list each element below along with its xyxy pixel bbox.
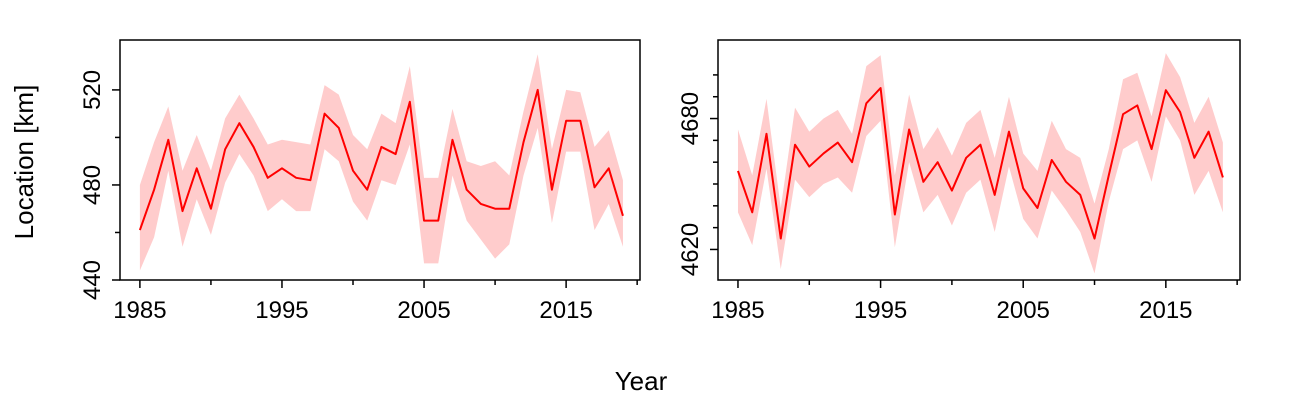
data-point [1136, 104, 1138, 106]
data-point [808, 166, 810, 168]
data-point [565, 120, 567, 122]
data-point [537, 89, 539, 91]
data-point [894, 214, 896, 216]
data-point [437, 220, 439, 222]
data-point [1208, 131, 1210, 133]
data-point [880, 87, 882, 89]
data-point [865, 102, 867, 104]
data-point [295, 177, 297, 179]
data-point [851, 161, 853, 163]
data-point [338, 127, 340, 129]
confidence-band [737, 53, 1223, 274]
data-point [737, 170, 739, 172]
plot-frame [119, 39, 641, 281]
data-point [908, 128, 910, 130]
left-panel: 1985 1995 2005 2015 440 480 520 Location [km] [9, 39, 641, 324]
data-point [480, 203, 482, 205]
data-point [324, 113, 326, 115]
data-point [937, 161, 939, 163]
data-point [551, 189, 553, 191]
data-point [451, 139, 453, 141]
data-point [1094, 238, 1096, 240]
y-tick-label: 440 [79, 260, 106, 300]
data-point [965, 157, 967, 159]
data-point [1151, 148, 1153, 150]
data-point [1122, 113, 1124, 115]
y-tick-label: 4680 [677, 92, 704, 145]
data-point [608, 167, 610, 169]
y-tick-label: 520 [79, 70, 106, 110]
data-point [1036, 207, 1038, 209]
x-tick-label: 1995 [854, 297, 907, 324]
data-point [1022, 187, 1024, 189]
data-point [267, 177, 269, 179]
data-point [1222, 176, 1224, 178]
data-point [780, 238, 782, 240]
x-tick-label: 1985 [113, 297, 166, 324]
data-point [579, 120, 581, 122]
data-point [196, 167, 198, 169]
right-panel: 1985 1995 2005 2015 4620 4680 [677, 39, 1241, 324]
data-point [409, 101, 411, 103]
data-point [466, 189, 468, 191]
confidence-band [139, 54, 623, 271]
data-point [238, 122, 240, 124]
data-point [1079, 194, 1081, 196]
data-point [167, 139, 169, 141]
plot-frame [717, 39, 1241, 281]
y-axis-title: Location [km] [9, 85, 39, 240]
x-tick-label: 2015 [1139, 297, 1192, 324]
data-point [224, 148, 226, 150]
data-point [395, 153, 397, 155]
shared-x-axis-title: Year [615, 366, 668, 396]
x-tick-label: 2005 [397, 297, 450, 324]
series-line [737, 87, 1224, 240]
data-point [979, 144, 981, 146]
data-point [622, 215, 624, 217]
data-point [794, 144, 796, 146]
data-point [153, 189, 155, 191]
data-point [1108, 174, 1110, 176]
data-point [253, 146, 255, 148]
data-point [281, 167, 283, 169]
data-point [837, 142, 839, 144]
data-point [508, 208, 510, 210]
data-point [309, 179, 311, 181]
data-point [594, 186, 596, 188]
x-tick-label: 1985 [711, 297, 764, 324]
x-tick-label: 1995 [255, 297, 308, 324]
data-point [1051, 159, 1053, 161]
data-point [922, 181, 924, 183]
data-point [139, 229, 141, 231]
y-tick-label: 480 [79, 165, 106, 205]
y-tick-label: 4620 [677, 223, 704, 276]
data-point [423, 220, 425, 222]
data-point [494, 208, 496, 210]
data-point [994, 194, 996, 196]
data-point [1065, 181, 1067, 183]
data-point [352, 170, 354, 172]
data-point [1008, 131, 1010, 133]
data-point [1193, 157, 1195, 159]
data-point [951, 190, 953, 192]
data-point [210, 208, 212, 210]
data-point [823, 152, 825, 154]
data-point [182, 210, 184, 212]
series-line [138, 88, 624, 231]
x-tick-label: 2005 [997, 297, 1050, 324]
data-point [380, 146, 382, 148]
data-point [765, 133, 767, 135]
data-point [366, 189, 368, 191]
data-point [751, 211, 753, 213]
data-point [1165, 89, 1167, 91]
x-tick-label: 2015 [539, 297, 592, 324]
data-point [1179, 111, 1181, 113]
data-point [523, 141, 525, 143]
